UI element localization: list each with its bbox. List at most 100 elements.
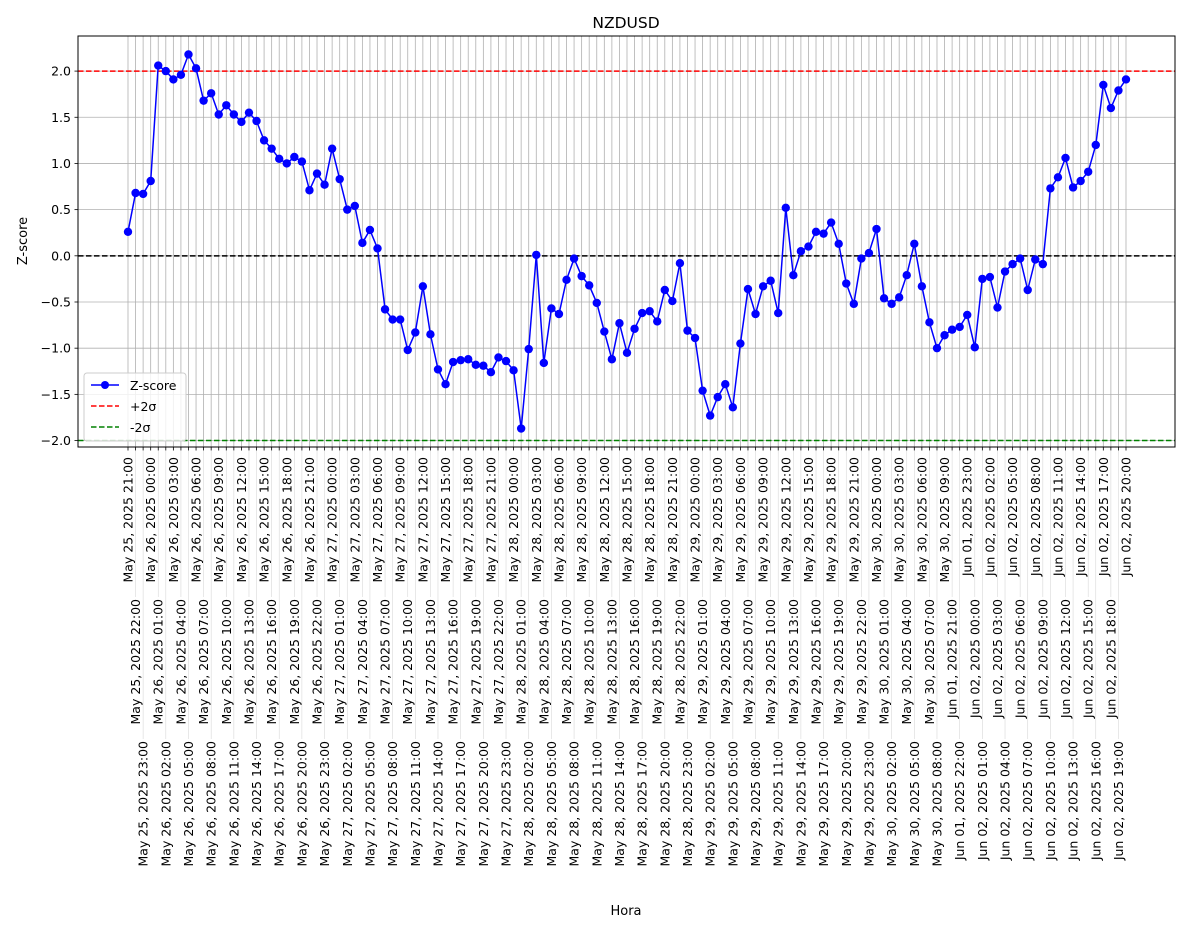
z-score-point [176,70,186,79]
x-tick-label: Jun 02, 2025 19:00 [1111,741,1126,861]
x-tick-label: May 29, 2025 05:00 [725,741,740,867]
z-score-point [925,318,934,327]
z-score-point [698,386,707,395]
z-score-point [282,159,291,168]
y-tick-label: 0.0 [51,248,71,263]
x-tick-label: May 29, 2025 10:00 [763,599,778,725]
x-tick-label: May 28, 2025 16:00 [627,599,642,725]
x-tick-label: May 29, 2025 17:00 [816,741,831,867]
x-tick-label: May 29, 2025 07:00 [740,599,755,725]
z-score-point [554,309,564,319]
z-score-point [1023,285,1032,295]
x-tick-label: Jun 02, 2025 03:00 [990,599,1005,719]
z-score-point [343,205,352,214]
x-tick-label: May 29, 2025 12:00 [778,457,793,583]
x-tick-label: May 26, 2025 14:00 [249,741,264,867]
x-tick-label: May 26, 2025 09:00 [211,457,226,583]
y-tick-label: 1.5 [51,110,71,125]
z-score-point [1106,103,1116,113]
z-score-point [789,271,798,280]
z-score-point [736,339,745,348]
x-tick-label: Jun 01, 2025 21:00 [945,599,960,719]
z-score-point [380,305,390,314]
z-score-point [501,356,511,366]
z-score-point [199,96,208,105]
x-tick-label: May 27, 2025 19:00 [468,599,483,725]
z-score-point [615,319,624,328]
z-score-point [373,244,382,253]
z-score-point [516,424,526,433]
x-tick-label: Jun 02, 2025 04:00 [998,741,1013,861]
x-tick-label: May 28, 2025 20:00 [657,741,672,867]
x-tick-label: May 28, 2025 13:00 [604,599,619,725]
y-tick-label: −1.5 [41,387,71,402]
z-score-point [1121,75,1131,84]
z-score-point [963,310,972,320]
z-score-point [842,279,851,288]
x-tick-label: May 27, 2025 23:00 [499,741,514,867]
x-tick-label: May 27, 2025 14:00 [430,741,445,867]
y-tick-label: −1.0 [41,341,71,356]
chart-title: NZDUSD [592,14,659,32]
z-score-point [214,110,223,119]
x-tick-label: May 27, 2025 03:00 [347,457,362,583]
z-score-point [411,328,420,337]
x-tick-label: May 29, 2025 11:00 [771,741,786,867]
z-score-point [1061,153,1070,163]
z-score-point [335,174,344,184]
x-tick-label: May 29, 2025 19:00 [831,599,846,725]
x-tick-label: May 27, 2025 15:00 [438,457,453,583]
x-tick-label: May 29, 2025 01:00 [695,599,710,725]
z-score-point [237,117,246,127]
z-score-point [1076,176,1085,186]
x-tick-label: Jun 02, 2025 16:00 [1088,741,1103,861]
x-tick-label: May 25, 2025 21:00 [121,457,136,583]
z-score-point [1091,140,1100,150]
x-tick-label: May 29, 2025 02:00 [703,741,718,867]
x-tick-label: May 29, 2025 23:00 [861,741,876,867]
z-score-point [524,344,533,354]
z-score-point [713,392,722,402]
y-tick-label: −2.0 [41,433,71,448]
x-tick-label: May 26, 2025 20:00 [294,741,309,867]
z-score-point [146,176,155,186]
x-tick-label: May 29, 2025 06:00 [733,457,748,583]
z-score-point [222,101,231,110]
x-tick-label: May 26, 2025 10:00 [219,599,234,725]
z-score-point [600,327,609,336]
x-tick-label: May 28, 2025 21:00 [665,457,680,583]
x-tick-label: May 29, 2025 22:00 [854,599,869,725]
x-tick-label: May 26, 2025 00:00 [143,457,158,583]
z-score-point [774,308,783,318]
x-tick-label: May 28, 2025 23:00 [680,741,695,867]
x-tick-label: May 26, 2025 19:00 [287,599,302,725]
z-score-point [1038,259,1048,269]
x-tick-label: May 27, 2025 13:00 [423,599,438,725]
x-tick-label: Jun 02, 2025 02:00 [982,457,997,577]
z-score-point [138,189,148,199]
z-score-point [630,324,639,333]
z-score-point [441,379,450,389]
x-tick-label: May 26, 2025 02:00 [158,741,173,867]
x-tick-label: May 29, 2025 20:00 [839,741,854,867]
legend-label-plus-2-sigma: +2σ [130,399,156,414]
series-z-score [123,50,1131,433]
x-tick-label: Jun 02, 2025 01:00 [975,741,990,861]
x-tick-label: Jun 02, 2025 17:00 [1096,457,1111,577]
z-score-point [683,326,692,335]
x-tick-label: May 27, 2025 05:00 [362,741,377,867]
z-score-point [947,325,957,334]
x-tick-label: May 28, 2025 22:00 [672,599,687,725]
z-score-point [758,282,768,291]
z-score-point [184,50,193,59]
x-tick-label: May 29, 2025 04:00 [718,599,733,725]
z-score-point [365,225,375,235]
z-score-point [577,271,586,281]
x-tick-label: May 28, 2025 17:00 [635,741,650,867]
x-tick-label: Jun 02, 2025 18:00 [1103,599,1118,719]
x-tick-label: May 27, 2025 00:00 [325,457,340,583]
z-score-point [267,144,276,153]
z-score-point [433,365,443,374]
z-score-point [668,296,677,306]
z-score-point [637,308,647,318]
